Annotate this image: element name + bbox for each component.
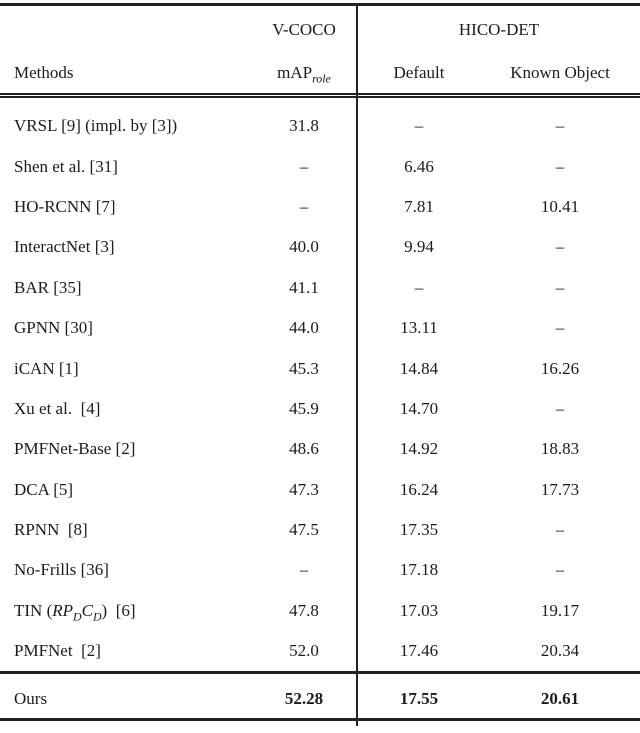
vcoco-map-role-cell: 52.0 [289, 641, 319, 661]
hico-default-cell: 14.84 [399, 358, 439, 378]
hico-known-object-cell: 18.83 [540, 439, 580, 459]
vcoco-map-role-cell: 47.8 [289, 600, 319, 620]
hico-default-cell: 17.18 [399, 560, 439, 580]
table-row: InteractNet [3] 40.0 9.94 – [0, 227, 640, 267]
vcoco-map-role-cell: 45.3 [289, 358, 319, 378]
header-double-rule [0, 93, 640, 98]
ours-vcoco-map-role-cell: 52.28 [284, 688, 324, 708]
method-cell: HO-RCNN [7] [14, 196, 116, 216]
table-row: DCA [5] 47.3 16.24 17.73 [0, 470, 640, 510]
table-bottom-rule [0, 718, 640, 722]
table-row: HO-RCNN [7] – 7.81 10.41 [0, 187, 640, 227]
hicodet-group-header: HICO-DET [458, 19, 540, 39]
method-cell: BAR [35] [14, 277, 82, 297]
table-row: PMFNet [2] 52.0 17.46 20.34 [0, 631, 640, 671]
method-cell: Xu et al. [4] [14, 398, 101, 418]
method-cell: No-Frills [36] [14, 560, 109, 580]
table-row: RPNN [8] 47.5 17.35 – [0, 510, 640, 550]
hico-default-cell: – [414, 116, 424, 136]
table-row: VRSL [9] (impl. by [3]) 31.8 – – [0, 106, 640, 146]
group-header-empty-cell [0, 6, 250, 53]
table-row: GPNN [30] 44.0 13.11 – [0, 308, 640, 348]
vcoco-map-role-cell: 47.5 [289, 520, 319, 540]
known-object-column-header: Known Object [510, 63, 610, 82]
method-cell: iCAN [1] [14, 358, 79, 378]
results-table: V-COCO HICO-DET Methods mAProle Default … [0, 6, 640, 722]
method-cell: Shen et al. [31] [14, 156, 118, 176]
ours-row: Ours 52.28 17.55 20.61 [0, 674, 640, 718]
group-header-row: V-COCO HICO-DET [0, 6, 640, 53]
table-row: Shen et al. [31] – 6.46 – [0, 146, 640, 186]
table-row: BAR [35] 41.1 – – [0, 268, 640, 308]
method-cell: InteractNet [3] [14, 237, 115, 257]
hico-known-object-cell: 10.41 [540, 196, 580, 216]
method-cell: PMFNet-Base [2] [14, 439, 136, 459]
hico-default-cell: 7.81 [404, 196, 434, 216]
table-row: No-Frills [36] – 17.18 – [0, 550, 640, 590]
map-role-column-header: mAProle [277, 63, 331, 86]
method-cell: DCA [5] [14, 479, 74, 499]
hico-default-cell: 17.03 [399, 600, 439, 620]
hico-default-cell: 17.35 [399, 520, 439, 540]
method-cell: TIN (RPDCD) [6] [14, 600, 136, 624]
column-header-row: Methods mAProle Default Known Object [0, 53, 640, 93]
hico-known-object-cell: – [555, 318, 565, 338]
bottom-rule-row [0, 718, 640, 722]
hico-default-cell: 13.11 [400, 318, 438, 338]
ours-hico-known-object-cell: 20.61 [540, 688, 580, 708]
method-cell: VRSL [9] (impl. by [3]) [14, 116, 178, 136]
hico-default-cell: 14.92 [399, 439, 439, 459]
table-row: Xu et al. [4] 45.9 14.70 – [0, 389, 640, 429]
method-cell: RPNN [8] [14, 520, 88, 540]
vcoco-map-role-cell: 45.9 [289, 398, 319, 418]
hico-default-cell: – [414, 277, 424, 297]
vcoco-map-role-cell: – [299, 156, 309, 176]
methods-column-header: Methods [14, 63, 74, 82]
hico-known-object-cell: – [555, 156, 565, 176]
vcoco-group-header: V-COCO [272, 19, 336, 39]
vcoco-map-role-cell: 31.8 [289, 116, 319, 136]
hico-default-cell: 6.46 [404, 156, 434, 176]
column-separator-line [356, 6, 358, 726]
table-row: iCAN [1] 45.3 14.84 16.26 [0, 348, 640, 388]
table-top-rule [0, 3, 640, 6]
hico-default-cell: 14.70 [399, 398, 439, 418]
table-row: PMFNet-Base [2] 48.6 14.92 18.83 [0, 429, 640, 469]
vcoco-map-role-cell: 47.3 [289, 479, 319, 499]
vcoco-map-role-cell: 41.1 [289, 277, 319, 297]
hico-known-object-cell: – [555, 277, 565, 297]
ours-method-cell: Ours [14, 688, 48, 708]
default-column-header: Default [393, 63, 445, 82]
hico-known-object-cell: – [555, 560, 565, 580]
pre-ours-rule [0, 671, 640, 675]
header-double-rule-row [0, 93, 640, 106]
hico-default-cell: 17.46 [399, 641, 439, 661]
vcoco-map-role-cell: 44.0 [289, 318, 319, 338]
ours-hico-default-cell: 17.55 [399, 688, 439, 708]
method-cell: PMFNet [2] [14, 641, 101, 661]
hico-known-object-cell: 17.73 [540, 479, 580, 499]
table-row: TIN (RPDCD) [6] 47.8 17.03 19.17 [0, 591, 640, 631]
table-footer: Ours 52.28 17.55 20.61 [0, 671, 640, 722]
hico-known-object-cell: 16.26 [540, 358, 580, 378]
hico-known-object-cell: 20.34 [540, 641, 580, 661]
method-cell: GPNN [30] [14, 318, 93, 338]
hico-known-object-cell: – [555, 237, 565, 257]
hico-default-cell: 16.24 [399, 479, 439, 499]
hico-known-object-cell: 19.17 [540, 600, 580, 620]
vcoco-map-role-cell: – [299, 196, 309, 216]
vcoco-map-role-cell: 40.0 [289, 237, 319, 257]
hico-known-object-cell: – [555, 116, 565, 136]
hico-default-cell: 9.94 [404, 237, 434, 257]
table-body: VRSL [9] (impl. by [3]) 31.8– – Shen et al.… [0, 106, 640, 671]
table-header: V-COCO HICO-DET Methods mAProle Default … [0, 6, 640, 106]
vcoco-map-role-cell: – [299, 560, 309, 580]
pre-ours-rule-row [0, 671, 640, 675]
vcoco-map-role-cell: 48.6 [289, 439, 319, 459]
hico-known-object-cell: – [555, 520, 565, 540]
hico-known-object-cell: – [555, 398, 565, 418]
